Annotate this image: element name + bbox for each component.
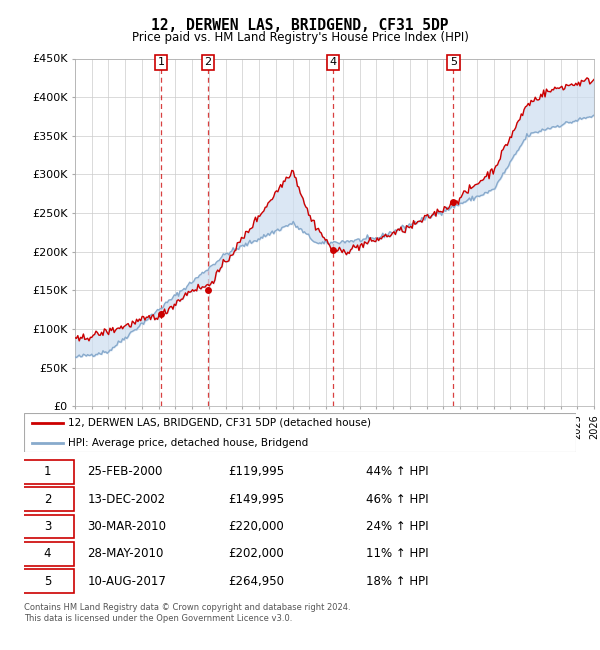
Text: HPI: Average price, detached house, Bridgend: HPI: Average price, detached house, Brid…: [68, 438, 308, 448]
Text: 1: 1: [44, 465, 51, 478]
Text: 2: 2: [44, 493, 51, 506]
FancyBboxPatch shape: [21, 515, 74, 538]
Text: 24% ↑ HPI: 24% ↑ HPI: [366, 520, 429, 533]
Text: Price paid vs. HM Land Registry's House Price Index (HPI): Price paid vs. HM Land Registry's House …: [131, 31, 469, 44]
Text: 3: 3: [44, 520, 51, 533]
Text: 44% ↑ HPI: 44% ↑ HPI: [366, 465, 429, 478]
Text: 13-DEC-2002: 13-DEC-2002: [88, 493, 166, 506]
Text: £264,950: £264,950: [228, 575, 284, 588]
Text: 28-MAY-2010: 28-MAY-2010: [88, 547, 164, 560]
Text: £220,000: £220,000: [228, 520, 284, 533]
FancyBboxPatch shape: [21, 460, 74, 484]
FancyBboxPatch shape: [21, 542, 74, 566]
FancyBboxPatch shape: [21, 569, 74, 593]
Text: 25-FEB-2000: 25-FEB-2000: [88, 465, 163, 478]
Text: 4: 4: [329, 57, 337, 68]
Text: £149,995: £149,995: [228, 493, 284, 506]
Text: 12, DERWEN LAS, BRIDGEND, CF31 5DP (detached house): 12, DERWEN LAS, BRIDGEND, CF31 5DP (deta…: [68, 417, 371, 428]
Text: 1: 1: [158, 57, 164, 68]
Text: £119,995: £119,995: [228, 465, 284, 478]
Text: 10-AUG-2017: 10-AUG-2017: [88, 575, 166, 588]
FancyBboxPatch shape: [24, 413, 576, 452]
Text: 12, DERWEN LAS, BRIDGEND, CF31 5DP: 12, DERWEN LAS, BRIDGEND, CF31 5DP: [151, 18, 449, 33]
Text: 2: 2: [205, 57, 212, 68]
FancyBboxPatch shape: [21, 488, 74, 511]
Text: 18% ↑ HPI: 18% ↑ HPI: [366, 575, 429, 588]
Text: 46% ↑ HPI: 46% ↑ HPI: [366, 493, 429, 506]
Text: 5: 5: [44, 575, 51, 588]
Text: 11% ↑ HPI: 11% ↑ HPI: [366, 547, 429, 560]
Text: Contains HM Land Registry data © Crown copyright and database right 2024.
This d: Contains HM Land Registry data © Crown c…: [24, 603, 350, 623]
Text: £202,000: £202,000: [228, 547, 284, 560]
Text: 30-MAR-2010: 30-MAR-2010: [88, 520, 166, 533]
Text: 5: 5: [450, 57, 457, 68]
Text: 4: 4: [44, 547, 51, 560]
